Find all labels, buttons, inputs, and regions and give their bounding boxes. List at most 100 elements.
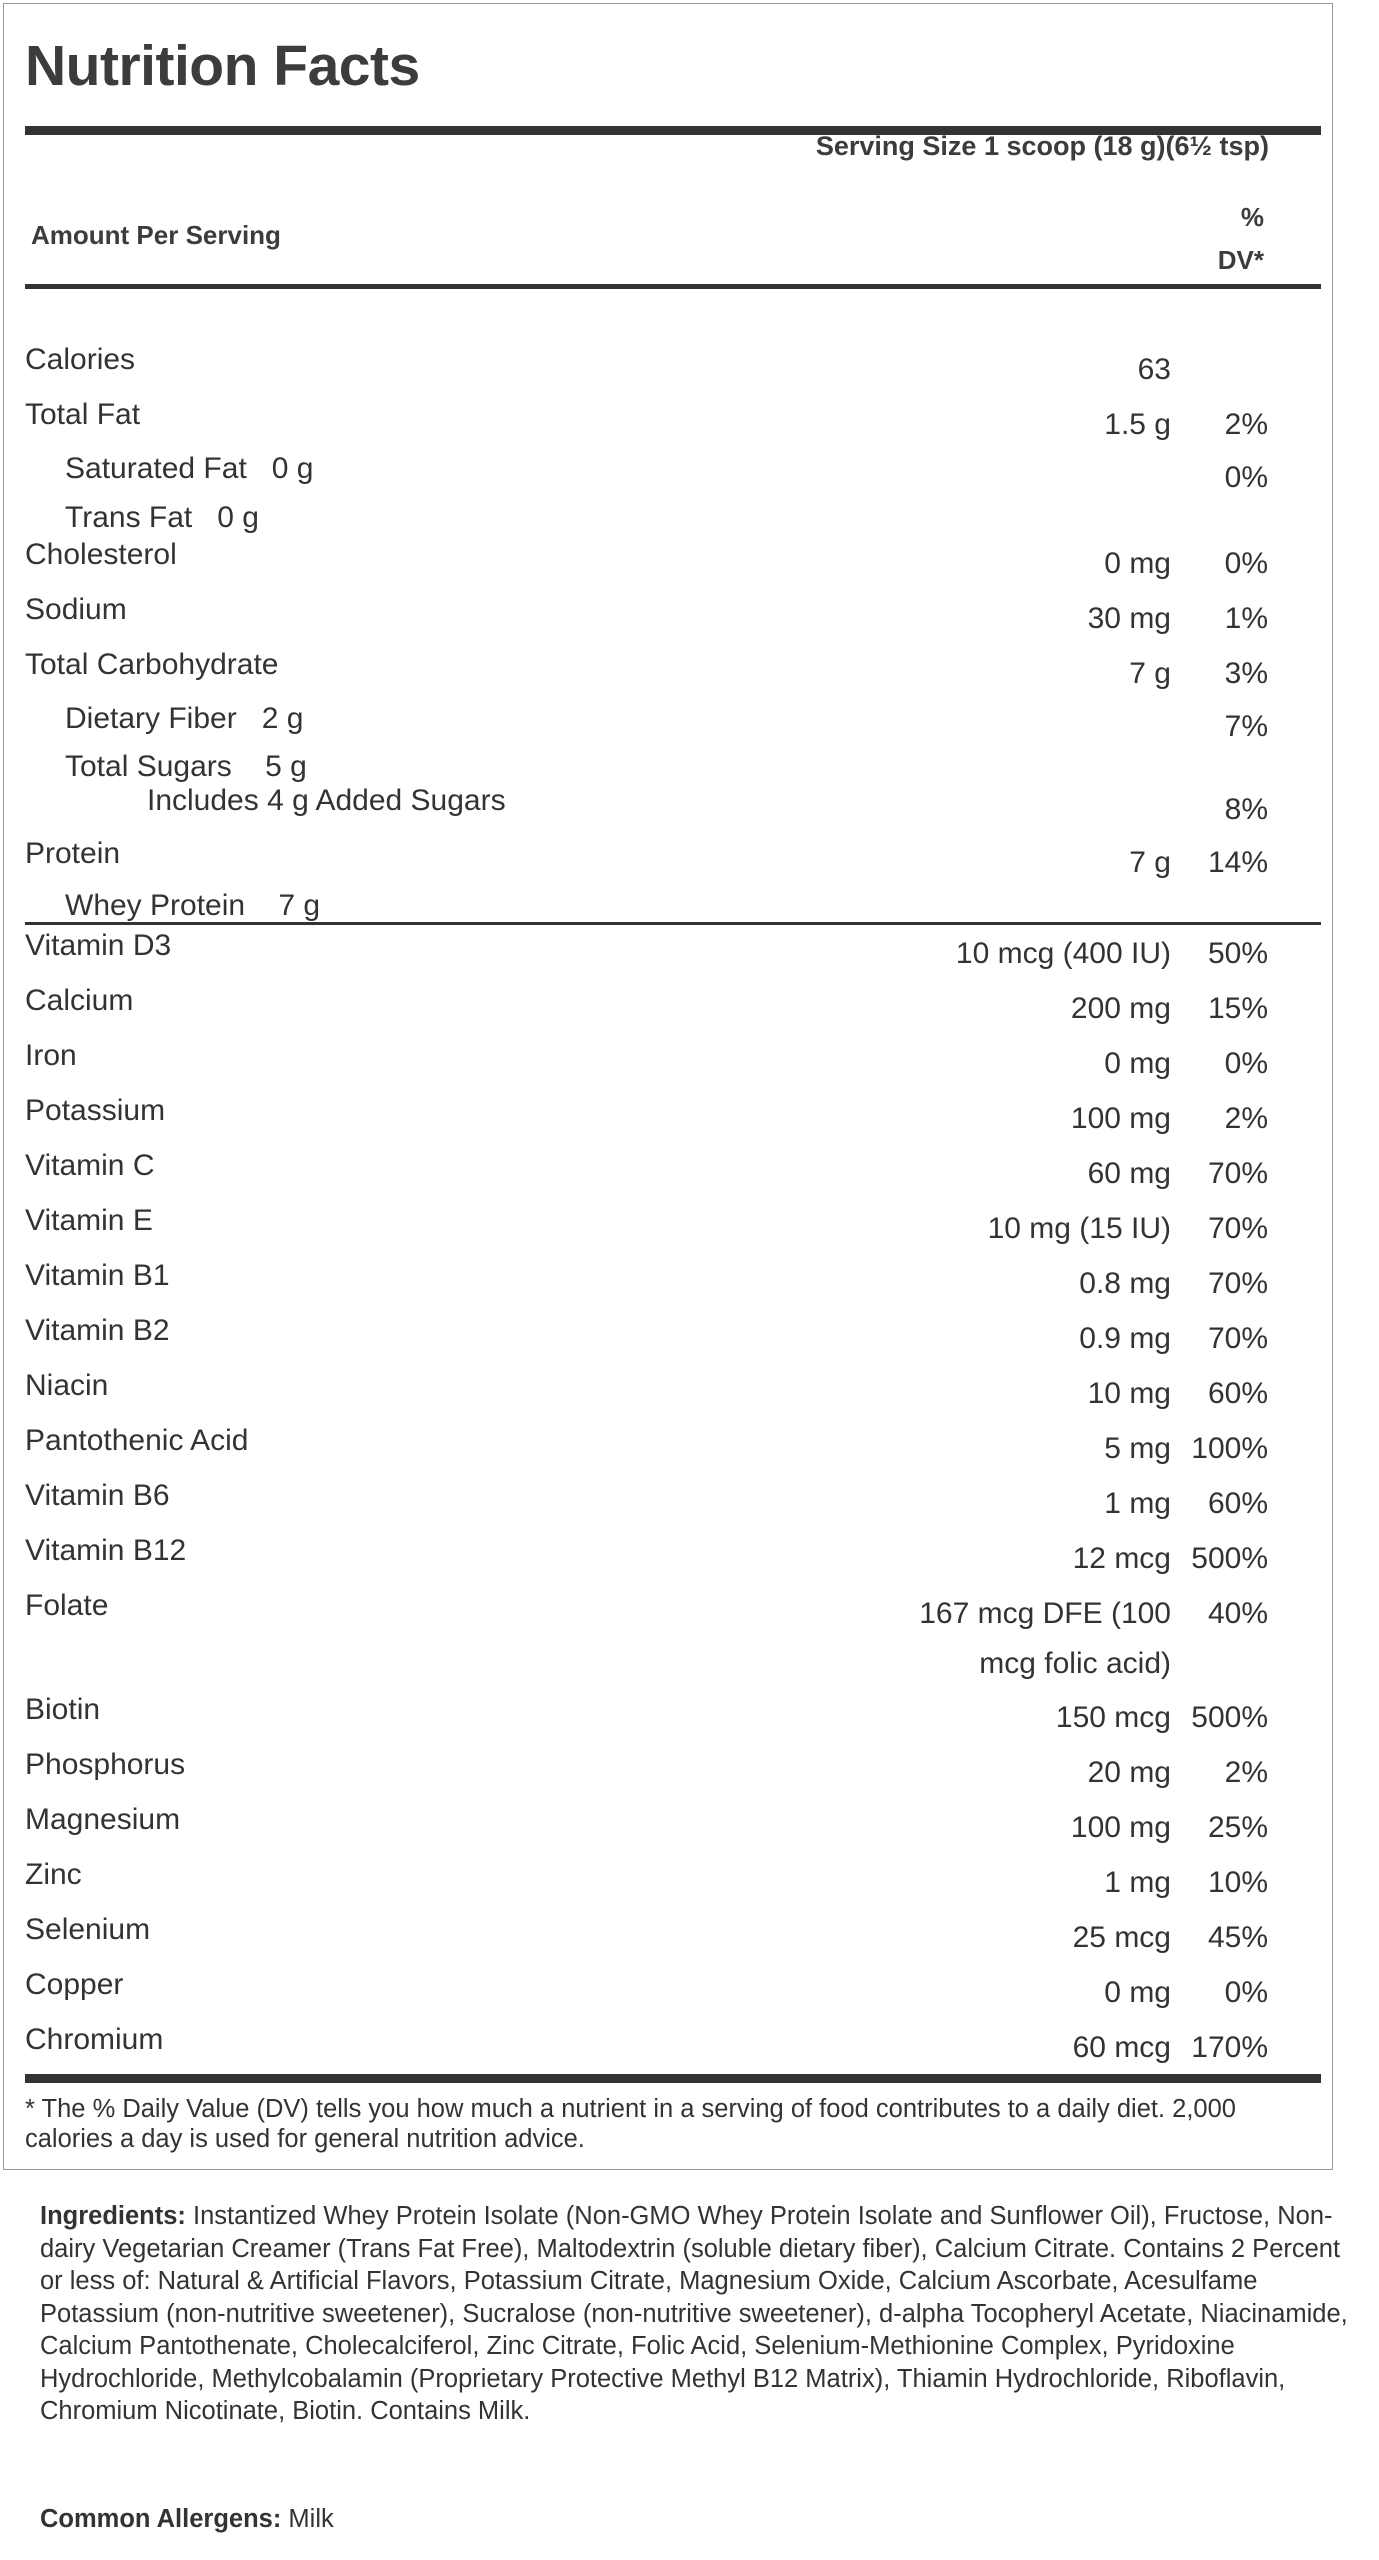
nutrient-dv: 1%: [1224, 602, 1268, 635]
top-thick-rule: [25, 126, 1321, 135]
micronutrient-amount: 167 mcg DFE (100: [919, 1597, 1171, 1630]
micronutrient-dv: 10%: [1207, 1866, 1268, 1899]
micronutrient-amount: 60 mcg: [1072, 2031, 1171, 2064]
nutrient-dv: 14%: [1207, 846, 1268, 879]
micronutrient-name: Vitamin B12: [25, 1534, 187, 1567]
micronutrient-amount: 10 mg: [1087, 1377, 1171, 1410]
nutrient-amount: 63: [1137, 353, 1171, 386]
micronutrient-dv: 70%: [1207, 1267, 1268, 1300]
nutrition-facts-panel: Nutrition Facts Serving Size 1 scoop (18…: [3, 3, 1333, 2170]
micronutrient-dv: 500%: [1191, 1542, 1268, 1575]
micronutrient-name: Calcium: [25, 984, 134, 1017]
micronutrient-name: Zinc: [25, 1858, 82, 1891]
nutrient-name: Whey Protein 7 g: [65, 889, 321, 922]
nutrient-dv: 0%: [1224, 461, 1268, 494]
micronutrient-amount-line2: mcg folic acid): [979, 1647, 1171, 1680]
micronutrient-dv: 50%: [1207, 937, 1268, 970]
micronutrient-dv: 60%: [1207, 1377, 1268, 1410]
nutrient-name: Calories: [25, 343, 136, 376]
micronutrient-amount: 5 mg: [1104, 1432, 1171, 1465]
micronutrient-name: Vitamin B2: [25, 1314, 170, 1347]
micronutrient-amount: 0 mg: [1104, 1976, 1171, 2009]
nutrient-dv: 8%: [1224, 793, 1268, 826]
micronutrient-name: Phosphorus: [25, 1748, 186, 1781]
daily-value-footnote: * The % Daily Value (DV) tells you how m…: [25, 2095, 1236, 2153]
micronutrient-dv: 100%: [1191, 1432, 1268, 1465]
micronutrient-amount: 0.8 mg: [1079, 1267, 1171, 1300]
micronutrient-dv: 15%: [1207, 992, 1268, 1025]
micronutrient-amount: 10 mg (15 IU): [987, 1212, 1171, 1245]
allergens-text: Milk: [281, 2505, 334, 2533]
allergens-statement: Common Allergens: Milk: [40, 2505, 334, 2534]
nutrient-name: Total Sugars 5 g: [65, 750, 307, 783]
nutrient-name: Dietary Fiber 2 g: [65, 702, 304, 735]
nutrient-name: Total Fat: [25, 398, 141, 431]
micronutrient-name: Vitamin E: [25, 1204, 153, 1237]
micronutrient-amount: 100 mg: [1070, 1102, 1171, 1135]
micronutrient-dv: 2%: [1224, 1756, 1268, 1789]
amount-per-serving-heading: Amount Per Serving: [31, 220, 281, 250]
micronutrient-amount: 10 mcg (400 IU): [955, 937, 1171, 970]
dv-heading-line2: DV*: [1217, 245, 1264, 275]
nutrient-amount: 30 mg: [1087, 602, 1171, 635]
serving-size: Serving Size 1 scoop (18 g)(6½ tsp): [815, 131, 1269, 161]
micronutrient-dv: 0%: [1224, 1047, 1268, 1080]
nutrient-name: Saturated Fat 0 g: [65, 452, 314, 485]
micronutrient-dv: 45%: [1207, 1921, 1268, 1954]
ingredients-statement: Ingredients: Instantized Whey Protein Is…: [40, 2200, 1350, 2428]
micronutrient-dv: 40%: [1207, 1597, 1268, 1630]
bottom-thick-rule: [25, 2074, 1321, 2083]
micronutrient-name: Folate: [25, 1589, 109, 1622]
nutrient-dv: 2%: [1224, 408, 1268, 441]
micronutrient-name: Biotin: [25, 1693, 101, 1726]
micronutrient-dv: 500%: [1191, 1701, 1268, 1734]
micronutrient-amount: 20 mg: [1087, 1756, 1171, 1789]
nutrient-amount: 0 mg: [1104, 547, 1171, 580]
micronutrient-dv: 70%: [1207, 1322, 1268, 1355]
dv-heading-line1: %: [1240, 202, 1264, 232]
micronutrient-name: Niacin: [25, 1369, 109, 1402]
micronutrient-dv: 70%: [1207, 1212, 1268, 1245]
micronutrient-name: Vitamin D3: [25, 929, 172, 962]
micronutrient-amount: 0.9 mg: [1079, 1322, 1171, 1355]
nutrient-name: Total Carbohydrate: [25, 648, 279, 681]
micronutrient-dv: 70%: [1207, 1157, 1268, 1190]
panel-title: Nutrition Facts: [25, 34, 420, 98]
micronutrient-amount: 150 mcg: [1055, 1701, 1171, 1734]
nutrient-dv: 0%: [1224, 547, 1268, 580]
micronutrient-amount: 100 mg: [1070, 1811, 1171, 1844]
ingredients-label: Ingredients:: [40, 2202, 186, 2230]
nutrient-dv: 3%: [1224, 657, 1268, 690]
micronutrient-name: Magnesium: [25, 1803, 181, 1836]
micronutrient-dv: 0%: [1224, 1976, 1268, 2009]
micronutrient-dv: 170%: [1191, 2031, 1268, 2064]
header-rule: [25, 284, 1321, 289]
micronutrient-amount: 25 mcg: [1072, 1921, 1171, 1954]
micronutrient-name: Potassium: [25, 1094, 166, 1127]
nutrient-amount: 7 g: [1129, 846, 1171, 879]
nutrient-name: Sodium: [25, 593, 127, 626]
micronutrient-name: Pantothenic Acid: [25, 1424, 249, 1457]
micronutrient-name: Vitamin C: [25, 1149, 155, 1182]
micronutrient-amount: 1 mg: [1104, 1866, 1171, 1899]
micronutrient-name: Iron: [25, 1039, 77, 1072]
vitamins-rule: [25, 922, 1321, 925]
daily-value-heading: % DV*: [1184, 196, 1264, 282]
allergens-label: Common Allergens:: [40, 2505, 282, 2533]
nutrient-amount: 1.5 g: [1104, 408, 1171, 441]
micronutrient-amount: 0 mg: [1104, 1047, 1171, 1080]
micronutrient-dv: 2%: [1224, 1102, 1268, 1135]
nutrient-amount: 7 g: [1129, 657, 1171, 690]
nutrient-dv: 7%: [1224, 710, 1268, 743]
micronutrient-dv: 60%: [1207, 1487, 1268, 1520]
ingredients-text: Instantized Whey Protein Isolate (Non-GM…: [40, 2202, 1348, 2425]
nutrient-name: Trans Fat 0 g: [65, 501, 259, 534]
micronutrient-name: Copper: [25, 1968, 124, 2001]
micronutrient-name: Selenium: [25, 1913, 151, 1946]
micronutrient-name: Vitamin B6: [25, 1479, 170, 1512]
micronutrient-dv: 25%: [1207, 1811, 1268, 1844]
micronutrient-amount: 200 mg: [1070, 992, 1171, 1025]
micronutrient-amount: 60 mg: [1087, 1157, 1171, 1190]
nutrient-name: Includes 4 g Added Sugars: [147, 784, 506, 817]
micronutrient-amount: 12 mcg: [1072, 1542, 1171, 1575]
